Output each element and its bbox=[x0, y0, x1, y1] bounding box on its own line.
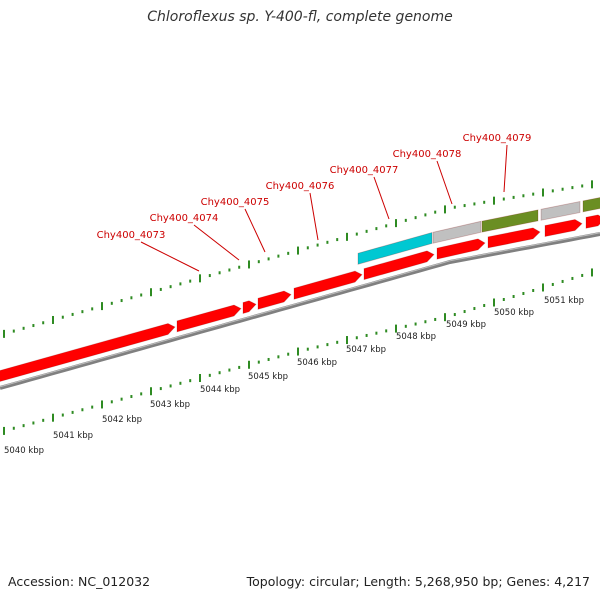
scale-label: 5046 kbp bbox=[297, 358, 337, 368]
genome-stats-text: Topology: circular; Length: 5,268,950 bp… bbox=[246, 574, 590, 589]
scale-label: 5047 kbp bbox=[346, 345, 386, 355]
label-leader-lines bbox=[140, 144, 508, 272]
gene-labels[interactable]: Chy400_4073 Chy400_4074 Chy400_4075 Chy400_… bbox=[97, 133, 532, 241]
scale-label: 5045 kbp bbox=[248, 372, 288, 382]
gene-arrow[interactable] bbox=[0, 323, 176, 383]
scale-label: 5042 kbp bbox=[102, 415, 142, 425]
label-leader bbox=[503, 144, 508, 193]
scale-label: 5044 kbp bbox=[200, 385, 240, 395]
accession-text: Accession: NC_012032 bbox=[8, 574, 151, 589]
label-leader bbox=[244, 208, 266, 253]
label-leader bbox=[193, 224, 240, 261]
gene-track[interactable] bbox=[0, 197, 600, 383]
outer-tick-track bbox=[3, 180, 593, 338]
other-gene-block[interactable] bbox=[481, 209, 539, 233]
label-leader bbox=[436, 160, 453, 205]
gene-arrow[interactable] bbox=[585, 214, 600, 229]
highlight-gene-block[interactable] bbox=[357, 231, 433, 265]
axis-highlight bbox=[0, 232, 600, 388]
scale-label: 5051 kbp bbox=[544, 296, 584, 306]
label-leader bbox=[373, 176, 390, 220]
gene-arrow[interactable] bbox=[363, 250, 435, 281]
gene-label[interactable]: Chy400_4076 bbox=[266, 181, 335, 192]
genome-title: Chloroflexus sp. Y-400-fl, complete geno… bbox=[147, 9, 453, 25]
neutral-gene-block[interactable] bbox=[540, 201, 581, 221]
gene-label[interactable]: Chy400_4079 bbox=[463, 133, 532, 144]
scale-label: 5040 kbp bbox=[4, 446, 44, 456]
label-leader bbox=[140, 241, 200, 272]
gene-arrow[interactable] bbox=[176, 304, 242, 333]
gene-arrow[interactable] bbox=[257, 290, 292, 310]
gene-label[interactable]: Chy400_4075 bbox=[201, 197, 270, 208]
gene-arrow[interactable] bbox=[293, 270, 363, 300]
axis-line bbox=[0, 232, 600, 390]
gene-label[interactable]: Chy400_4074 bbox=[150, 213, 219, 224]
scale-label: 5041 kbp bbox=[53, 431, 93, 441]
gene-label[interactable]: Chy400_4078 bbox=[393, 149, 462, 160]
neutral-gene-block[interactable] bbox=[432, 220, 482, 244]
other-gene-block[interactable] bbox=[582, 197, 600, 213]
scale-label: 5050 kbp bbox=[494, 308, 534, 318]
gene-arrow[interactable] bbox=[242, 300, 257, 315]
gene-arrow[interactable] bbox=[487, 227, 541, 249]
scale-label: 5048 kbp bbox=[396, 332, 436, 342]
gene-arrow[interactable] bbox=[544, 219, 583, 237]
label-leader bbox=[309, 192, 319, 241]
gene-label[interactable]: Chy400_4073 bbox=[97, 230, 166, 241]
scale-label: 5043 kbp bbox=[150, 400, 190, 410]
scale-label: 5049 kbp bbox=[446, 320, 486, 330]
scale-tick-track bbox=[3, 268, 593, 435]
gene-label[interactable]: Chy400_4077 bbox=[330, 165, 399, 176]
gene-arrow[interactable] bbox=[436, 238, 486, 260]
scale-labels: 5040 kbp 5041 kbp 5042 kbp 5043 kbp 5044 kbp… bbox=[4, 296, 584, 456]
genome-axis bbox=[0, 232, 600, 390]
